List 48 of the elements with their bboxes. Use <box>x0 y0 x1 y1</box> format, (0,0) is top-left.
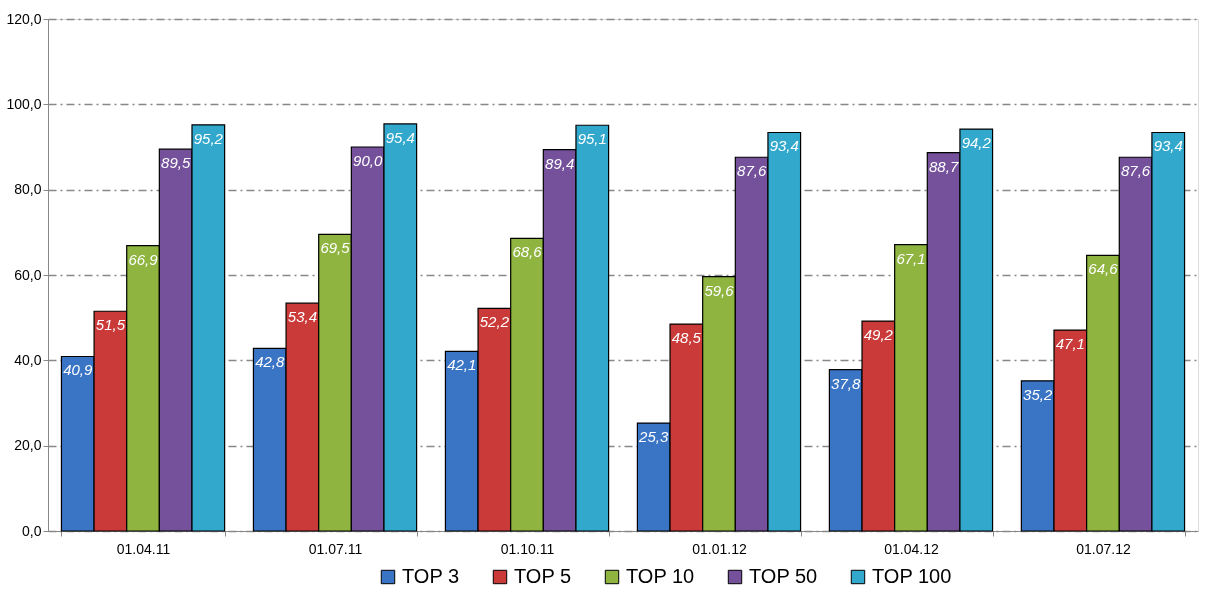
data-label: 42,1 <box>447 356 477 374</box>
y-tick-label: 20,0 <box>14 437 42 454</box>
legend-label: TOP 50 <box>749 565 818 587</box>
data-label: 95,2 <box>193 129 224 147</box>
data-label: 47,1 <box>1055 335 1085 353</box>
data-label: 51,5 <box>95 316 126 334</box>
y-tick-label: 120,0 <box>6 10 42 27</box>
y-tick-label: 0,0 <box>22 522 42 539</box>
data-label: 53,4 <box>287 308 317 326</box>
x-tick-label: 01.04.12 <box>884 540 939 557</box>
y-tick-label: 60,0 <box>14 266 42 283</box>
data-label: 40,9 <box>63 361 94 379</box>
y-tick-label: 80,0 <box>14 181 42 198</box>
legend-label: TOP 10 <box>626 565 695 587</box>
data-label: 68,6 <box>512 243 543 261</box>
data-label: 89,4 <box>545 154 575 172</box>
x-tick-label: 01.04.11 <box>116 540 171 557</box>
y-tick-label: 40,0 <box>14 351 42 368</box>
data-label: 35,2 <box>1023 385 1053 403</box>
data-label: 25,3 <box>638 428 669 446</box>
data-label: 87,6 <box>1121 162 1151 180</box>
data-label: 66,9 <box>128 250 159 268</box>
data-label: 89,5 <box>161 154 191 172</box>
legend-label: TOP 100 <box>872 565 952 587</box>
data-label: 69,5 <box>320 239 351 257</box>
legend-label: TOP 3 <box>402 565 460 587</box>
data-label: 93,4 <box>769 137 799 155</box>
data-label: 88,7 <box>929 157 959 175</box>
data-label: 93,4 <box>1153 137 1183 155</box>
data-label: 94,2 <box>961 134 992 152</box>
data-label: 90,0 <box>353 152 383 169</box>
data-label: 37,8 <box>831 374 861 392</box>
x-tick-label: 01.07.12 <box>1076 540 1131 557</box>
data-label: 95,1 <box>577 130 607 148</box>
data-label: 48,5 <box>671 329 702 347</box>
data-label: 59,6 <box>704 281 735 299</box>
x-tick-label: 01.07.11 <box>308 540 363 557</box>
data-label: 95,4 <box>385 128 415 146</box>
y-tick-label: 100,0 <box>6 95 42 112</box>
data-label: 64,6 <box>1088 260 1119 278</box>
data-label: 49,2 <box>863 326 894 344</box>
data-label: 67,1 <box>896 249 926 267</box>
legend-label: TOP 5 <box>514 565 572 587</box>
x-tick-label: 01.10.11 <box>500 540 555 557</box>
data-label: 42,8 <box>255 353 285 371</box>
data-label: 52,2 <box>479 313 510 331</box>
x-tick-label: 01.01.12 <box>692 540 747 557</box>
data-label: 87,6 <box>737 162 767 180</box>
